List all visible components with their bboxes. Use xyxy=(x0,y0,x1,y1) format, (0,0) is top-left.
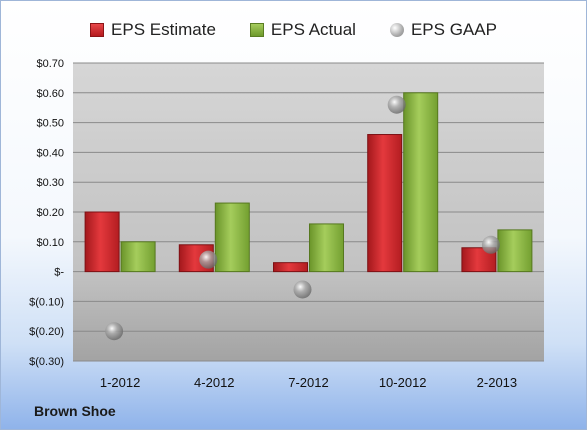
y-tick-label: $0.20 xyxy=(36,207,64,219)
bar-eps-estimate xyxy=(84,211,120,273)
bar-eps-actual xyxy=(309,223,344,273)
y-tick-label: $(0.10) xyxy=(29,296,64,308)
y-tick-label: $0.40 xyxy=(36,147,64,159)
x-tick-label: 7-2012 xyxy=(288,375,328,390)
bar-eps-actual xyxy=(497,229,533,273)
legend-item-gaap: EPS GAAP xyxy=(389,18,497,42)
x-tick-label: 2-2013 xyxy=(477,375,517,390)
x-tick-label: 1-2012 xyxy=(100,375,140,390)
bar-eps-actual xyxy=(214,202,250,273)
legend-item-estimate: EPS Estimate xyxy=(90,18,216,42)
bar-eps-estimate xyxy=(273,262,308,273)
bar-eps-actual xyxy=(120,241,156,273)
legend-swatch-actual xyxy=(249,23,264,37)
x-tick-label: 10-2012 xyxy=(379,375,427,390)
legend: EPS Estimate EPS Actual EPS GAAP xyxy=(1,18,586,42)
legend-label-estimate: EPS Estimate xyxy=(111,20,216,39)
legend-label-gaap: EPS GAAP xyxy=(410,20,497,39)
gaap-markers xyxy=(105,95,500,341)
y-tick-label: $(0.30) xyxy=(29,356,64,368)
marker-eps-gaap xyxy=(293,280,312,299)
company-name: Brown Shoe xyxy=(34,403,116,419)
legend-swatch-gaap xyxy=(389,23,404,37)
marker-eps-gaap xyxy=(105,322,124,341)
legend-swatch-estimate xyxy=(90,23,105,37)
y-tick-label: $(0.20) xyxy=(29,326,64,338)
y-tick-label: $0.70 xyxy=(36,58,64,70)
x-axis-labels: 1-2012 4-2012 7-2012 10-2012 2-2013 xyxy=(100,375,517,390)
y-tick-label: $0.10 xyxy=(36,237,64,249)
marker-eps-gaap xyxy=(199,250,218,269)
y-tick-label: $0.60 xyxy=(36,88,64,100)
legend-item-actual: EPS Actual xyxy=(249,18,356,42)
marker-eps-gaap xyxy=(387,95,406,114)
legend-label-actual: EPS Actual xyxy=(270,20,356,39)
y-axis-labels: $0.70 $0.60 $0.50 $0.40 $0.30 $0.20 $0.10 $- $(0… xyxy=(29,58,64,368)
bar-eps-estimate xyxy=(367,134,403,273)
y-tick-label: $- xyxy=(54,267,64,279)
y-tick-label: $0.50 xyxy=(36,118,64,130)
bar-eps-actual xyxy=(403,92,439,273)
y-tick-label: $0.30 xyxy=(36,177,64,189)
x-tick-label: 4-2012 xyxy=(194,375,234,390)
bar-eps-estimate xyxy=(461,247,497,273)
marker-eps-gaap xyxy=(481,235,500,254)
